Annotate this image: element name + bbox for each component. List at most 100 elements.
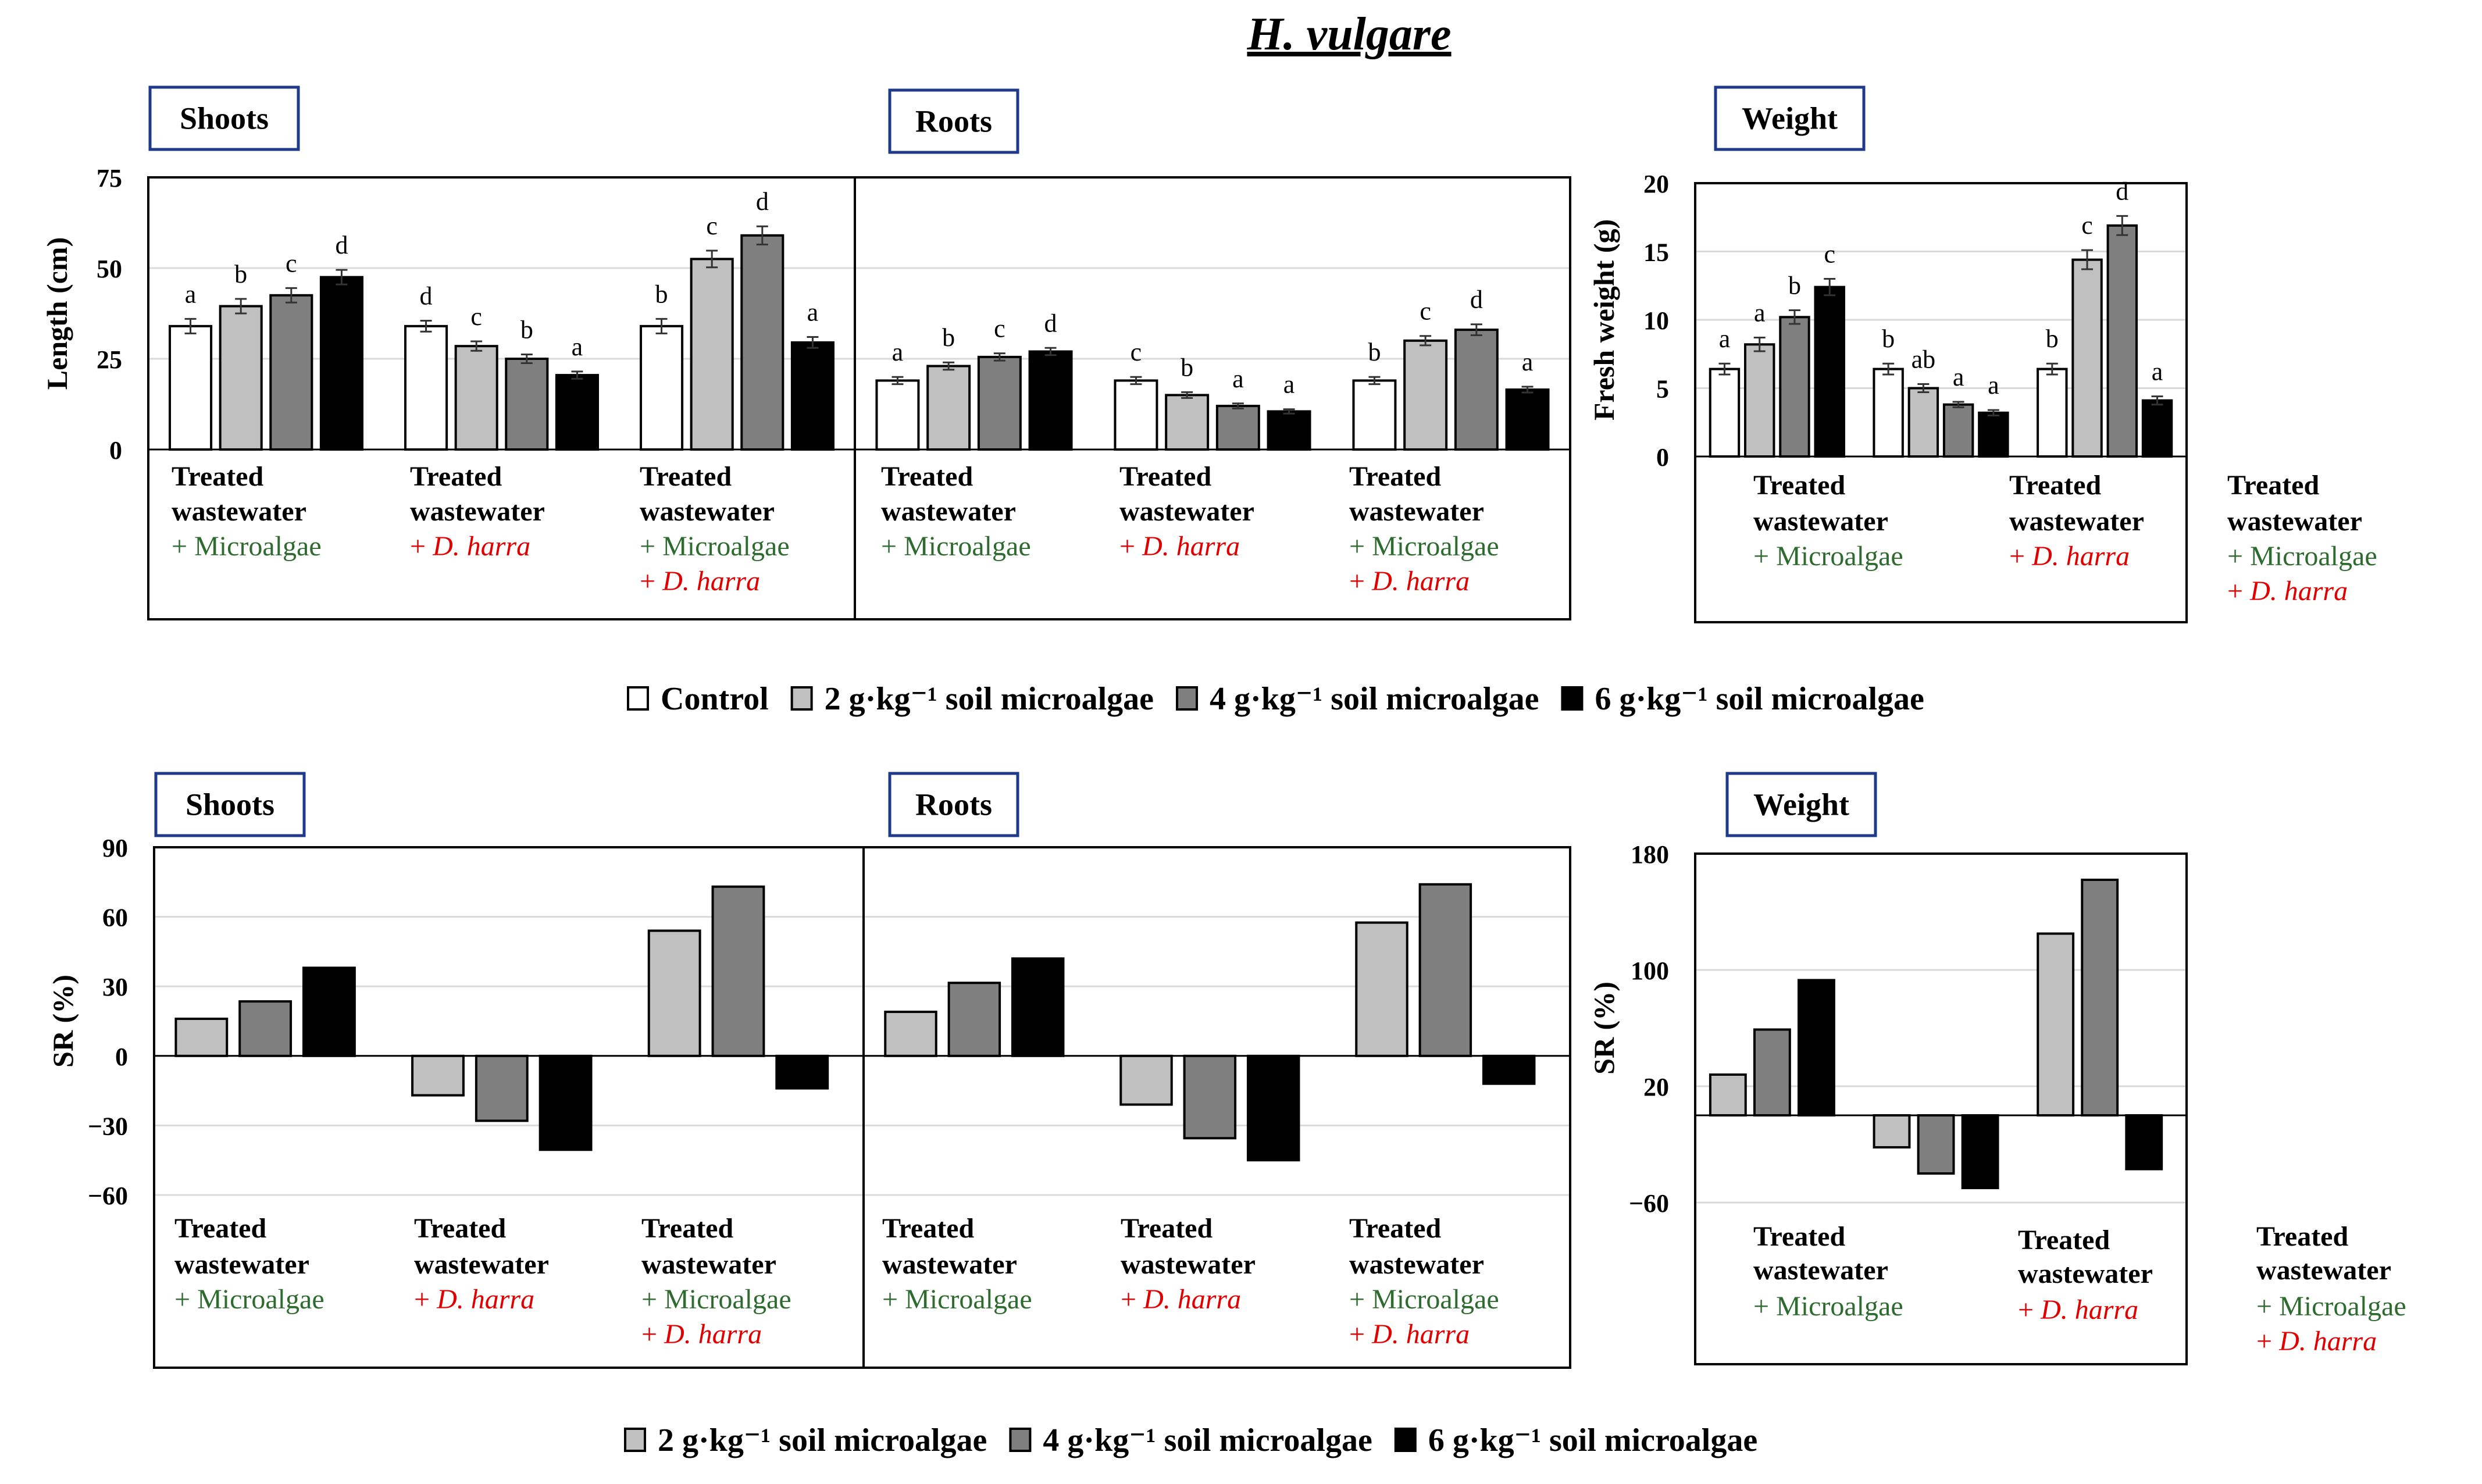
dharra-prefix: + [410, 531, 433, 562]
group-label-microalgae: + Microalgae [172, 531, 322, 562]
panel-title-text: Roots [915, 787, 992, 822]
significance-letter: a [1283, 370, 1295, 399]
group-label-treated: Treated [882, 1213, 974, 1244]
group-label-treated: Treated [172, 461, 263, 492]
group-label-microalgae: + Microalgae [881, 531, 1031, 562]
bar-g6 [1978, 411, 2009, 458]
legend-label-g2: 2 g·kg⁻¹ soil microalgae [825, 681, 1154, 717]
panel-title-weight: Weight [1714, 85, 1866, 151]
panel-title-box [154, 772, 306, 837]
panel-title-text: Weight [1753, 787, 1849, 822]
significance-letter: a [892, 338, 904, 366]
legend-swatch-g6 [1561, 686, 1584, 711]
y-tick-label: −30 [88, 1112, 128, 1140]
group-label-wastewater: wastewater [641, 1249, 776, 1280]
dharra-prefix: + [2256, 1326, 2279, 1357]
panel-title-box [1714, 85, 1866, 151]
group-label-wastewater: wastewater [1349, 1249, 1484, 1280]
y-tick-label: 30 [102, 973, 128, 1001]
y-tick-label: 100 [1631, 957, 1669, 985]
significance-letter: d [1470, 286, 1483, 314]
legend-top: Control 2 g·kg⁻¹ soil microalgae 4 g·kg⁻¹ … [627, 681, 1924, 717]
legend-label-g4: 4 g·kg⁻¹ soil microalgae [1210, 681, 1539, 717]
significance-letter: d [756, 187, 769, 216]
significance-letter: a [1953, 363, 1964, 391]
y-axis-label: Fresh weight (g) [1588, 219, 1620, 420]
panel-title-box [148, 85, 300, 151]
significance-letter: b [2046, 324, 2059, 353]
legend-swatch-g2 [624, 1428, 646, 1452]
group-label-treated: Treated [1349, 461, 1441, 492]
bar-g2 [1355, 921, 1408, 1057]
group-label-wastewater: wastewater [172, 496, 306, 527]
significance-letter: c [2081, 211, 2093, 240]
significance-letter: a [572, 333, 583, 361]
bar-g2 [1873, 1114, 1911, 1148]
group-label-dharra: + D. harra [2256, 1326, 2377, 1357]
group-label-treated: Treated [1753, 470, 1845, 501]
significance-letter: b [1181, 353, 1193, 381]
group-label-microalgae: + Microalgae [1753, 541, 1903, 572]
bar-g4 [740, 234, 784, 451]
significance-letter: d [420, 281, 433, 310]
group-label-microalgae: + Microalgae [641, 1284, 791, 1315]
dharra-prefix: + [2018, 1294, 2041, 1325]
bar-control [1114, 379, 1158, 451]
y-tick-label: −60 [1629, 1189, 1669, 1218]
bar-g2 [926, 365, 971, 451]
bar-g2 [647, 929, 701, 1057]
dharra-species-name: D. harra [436, 1284, 534, 1315]
bar-g2 [1709, 1073, 1747, 1116]
bar-g4 [1942, 403, 1974, 458]
legend-label-g6: 6 g·kg⁻¹ soil microalgae [1428, 1422, 1757, 1458]
dharra-species-name: D. harra [1371, 566, 1470, 597]
y-tick-label: 20 [1643, 1073, 1669, 1101]
figure-title: H. vulgare [1246, 9, 1451, 60]
significance-letter: d [2116, 177, 2128, 205]
group-label-microalgae: + Microalgae [174, 1284, 324, 1315]
bar-g4 [977, 355, 1022, 451]
y-tick-label: 60 [102, 904, 128, 932]
group-label-wastewater: wastewater [414, 1249, 549, 1280]
plot-frame [1694, 852, 2188, 1365]
bar-g2 [411, 1054, 465, 1097]
group-label-treated: Treated [2018, 1225, 2110, 1255]
group-label-wastewater: wastewater [1753, 506, 1888, 537]
y-axis-label: SR (%) [47, 975, 79, 1068]
significance-letter: b [234, 260, 247, 288]
group-label-dharra: + D. harra [1121, 1284, 1241, 1315]
bar-g4 [1917, 1114, 1955, 1175]
bar-g2 [1907, 387, 1939, 458]
significance-letter: c [1420, 297, 1431, 326]
dharra-species-name: D. harra [432, 531, 530, 562]
bar-control [1873, 368, 1904, 458]
group-label-wastewater: wastewater [410, 496, 545, 527]
dharra-prefix: + [640, 566, 662, 597]
group-label-microalgae: + Microalgae [1349, 1284, 1499, 1315]
significance-letter: b [655, 280, 668, 308]
group-label-wastewater: wastewater [2256, 1255, 2391, 1286]
bar-control [1352, 379, 1397, 451]
group-label-wastewater: wastewater [2009, 506, 2144, 537]
bar-g2 [219, 305, 263, 451]
panel-title-box [888, 772, 1019, 837]
legend-label-control: Control [661, 681, 769, 717]
significance-letter: a [807, 298, 819, 327]
group-label-treated: Treated [174, 1213, 266, 1244]
bar-g4 [1418, 883, 1472, 1057]
group-label-microalgae: + Microalgae [1349, 531, 1499, 562]
panel-title-box [888, 88, 1019, 154]
bar-g4 [505, 358, 549, 451]
group-label-dharra: + D. harra [1349, 566, 1470, 597]
dharra-species-name: D. harra [2249, 576, 2348, 607]
bar-control [1709, 368, 1741, 458]
panel-title-box [1725, 772, 1877, 837]
bar-control [169, 324, 213, 451]
significance-letter: d [1044, 309, 1057, 337]
plot-frame [153, 846, 1571, 1369]
dharra-prefix: + [641, 1319, 664, 1350]
bar-control [640, 324, 684, 451]
dharra-prefix: + [2009, 541, 2032, 572]
legend-swatch-g6 [1394, 1428, 1417, 1452]
